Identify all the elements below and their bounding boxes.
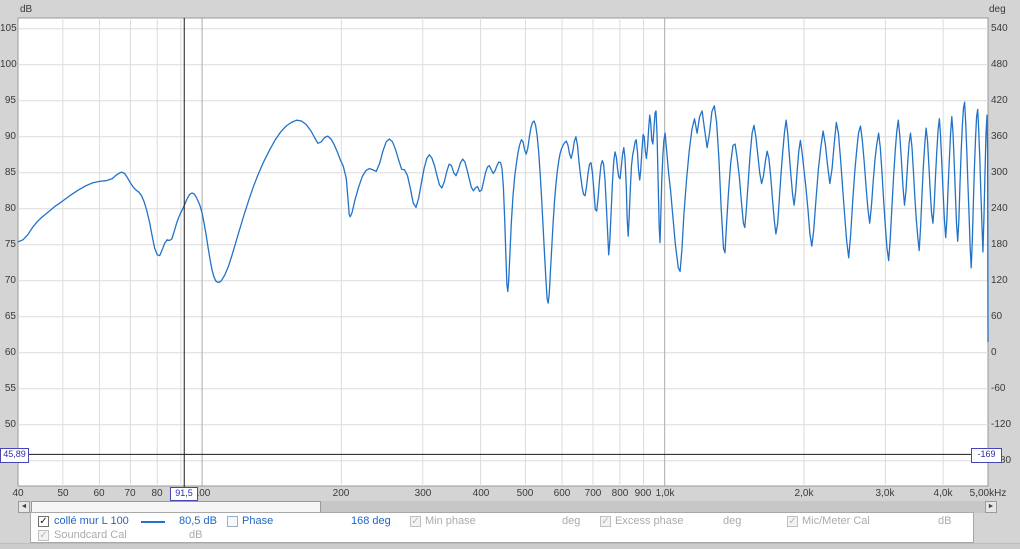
excess-phase-unit-label: deg <box>723 515 742 527</box>
y-right-tick-label: 0 <box>991 347 997 358</box>
right-arrow-icon: ► <box>987 503 995 510</box>
x-tick-label: 1,0k <box>655 488 675 499</box>
y-right-tick-label: 120 <box>991 275 1008 286</box>
x-tick-label: 900 <box>634 488 652 499</box>
check-icon: ✓ <box>601 516 610 527</box>
bottom-strip <box>0 543 1020 549</box>
y-right-tick-label: 540 <box>991 23 1008 34</box>
y-right-tick-label: 480 <box>991 59 1008 70</box>
x-tick-label: 40 <box>12 488 24 499</box>
x-tick-label: 300 <box>414 488 432 499</box>
y-left-tick-label: 65 <box>4 311 16 322</box>
y-right-tick-label: 60 <box>991 311 1003 322</box>
y-right-tick-label: 360 <box>991 131 1008 142</box>
y-right-tick-label: 240 <box>991 203 1008 214</box>
x-tick-label: 500 <box>516 488 534 499</box>
x-tick-label: 2,0k <box>794 488 814 499</box>
x-tick-label: 70 <box>124 488 136 499</box>
right-axis-unit-label: deg <box>989 4 1006 15</box>
cursor-frequency-readout: 91,5 <box>170 487 198 501</box>
y-left-tick-label: 90 <box>4 131 16 142</box>
x-tick-label: 100 <box>193 488 211 499</box>
scrollbar-left-button[interactable]: ◄ <box>18 501 30 513</box>
y-right-tick-label: -60 <box>991 383 1006 394</box>
mic-meter-cal-unit-label: dB <box>938 515 952 527</box>
check-icon: ✓ <box>39 516 48 527</box>
y-left-tick-label: 70 <box>4 275 16 286</box>
x-tick-label: 200 <box>332 488 350 499</box>
y-left-tick-label: 100 <box>0 59 17 70</box>
min-phase-unit-label: deg <box>562 515 581 527</box>
soundcard-cal-unit-label: dB <box>189 529 203 541</box>
x-tick-label: 60 <box>93 488 105 499</box>
x-tick-label: 80 <box>151 488 163 499</box>
phase-checkbox[interactable] <box>227 516 238 527</box>
y-left-tick-label: 105 <box>0 23 17 34</box>
check-icon: ✓ <box>39 530 48 541</box>
y-left-tick-label: 50 <box>4 419 16 430</box>
scrollbar-right-button[interactable]: ► <box>985 501 997 513</box>
measurement-name-label[interactable]: collé mur L 100 <box>54 515 129 527</box>
excess-phase-label[interactable]: Excess phase <box>615 515 684 527</box>
left-axis-unit-label: dB <box>20 4 33 15</box>
y-left-tick-label: 60 <box>4 347 16 358</box>
soundcard-cal-checkbox[interactable]: ✓ <box>38 530 49 541</box>
soundcard-cal-label[interactable]: Soundcard Cal <box>54 529 127 541</box>
y-left-tick-label: 55 <box>4 383 16 394</box>
x-tick-label: 5,00kHz <box>969 488 1007 499</box>
min-phase-label[interactable]: Min phase <box>425 515 476 527</box>
y-right-tick-label: 300 <box>991 167 1008 178</box>
y-left-tick-label: 95 <box>4 95 16 106</box>
y-left-tick-label: 85 <box>4 167 16 178</box>
phase-checkbox-label[interactable]: Phase <box>242 515 274 527</box>
series-line-swatch <box>141 521 165 523</box>
x-tick-label: 800 <box>611 488 629 499</box>
measurement-visible-checkbox[interactable]: ✓ <box>38 516 49 527</box>
cursor-phase-readout: -169 <box>971 448 1002 463</box>
legend-panel: ✓ collé mur L 100 80,5 dB Phase 168 deg … <box>30 512 974 543</box>
x-tick-label: 700 <box>584 488 602 499</box>
y-right-tick-label: 420 <box>991 95 1008 106</box>
mic-meter-cal-label[interactable]: Mic/Meter Cal <box>802 515 870 527</box>
y-left-tick-label: 80 <box>4 203 16 214</box>
x-tick-label: 400 <box>472 488 490 499</box>
amplitude-value-label: 80,5 dB <box>179 515 217 527</box>
y-left-tick-label: 75 <box>4 239 16 250</box>
check-icon: ✓ <box>411 516 420 527</box>
x-tick-label: 3,0k <box>875 488 895 499</box>
excess-phase-checkbox[interactable]: ✓ <box>600 516 611 527</box>
mic-meter-cal-checkbox[interactable]: ✓ <box>787 516 798 527</box>
x-tick-label: 50 <box>57 488 69 499</box>
y-right-tick-label: 180 <box>991 239 1008 250</box>
x-tick-label: 4,0k <box>933 488 953 499</box>
min-phase-checkbox[interactable]: ✓ <box>410 516 421 527</box>
y-right-tick-label: -120 <box>991 419 1012 430</box>
check-icon: ✓ <box>788 516 797 527</box>
response-curve <box>17 101 989 343</box>
cursor-amplitude-readout: 45,89 <box>0 448 29 463</box>
phase-value-label: 168 deg <box>351 515 391 527</box>
plot-background[interactable] <box>17 17 989 487</box>
left-arrow-icon: ◄ <box>20 503 28 510</box>
x-tick-label: 600 <box>553 488 571 499</box>
